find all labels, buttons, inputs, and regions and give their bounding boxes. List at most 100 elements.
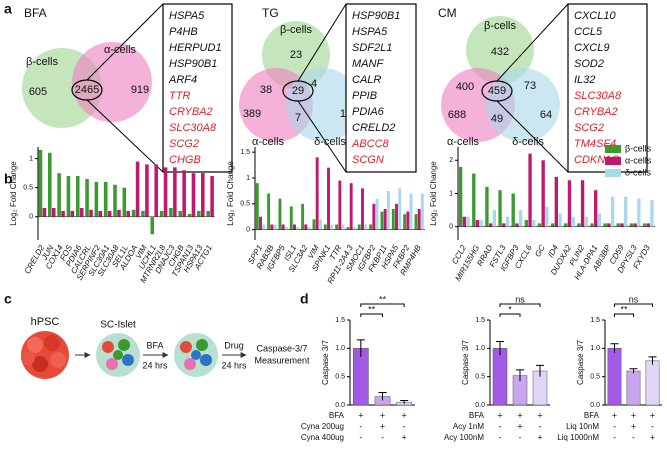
bar bbox=[273, 224, 277, 230]
condition-label: Acy 1nM bbox=[453, 422, 484, 431]
gene-highlight: SCG2 bbox=[169, 138, 199, 150]
condition-label: Liq 10nM bbox=[566, 422, 599, 431]
bar bbox=[210, 176, 214, 217]
gene-highlight: SLC30A8 bbox=[574, 90, 622, 102]
y-tick-label: 1.0 bbox=[475, 345, 485, 352]
y-tick-label: 0.5 bbox=[475, 374, 485, 381]
legend-swatch bbox=[605, 157, 621, 165]
bar bbox=[159, 210, 164, 217]
bar bbox=[307, 227, 311, 230]
gene: HSP90B1 bbox=[169, 58, 217, 70]
bar bbox=[70, 210, 75, 217]
bar bbox=[38, 149, 43, 217]
condition-label: BFA bbox=[469, 411, 485, 420]
bar bbox=[637, 198, 641, 227]
bar bbox=[335, 224, 339, 230]
bar bbox=[629, 223, 634, 227]
gene: CCL5 bbox=[574, 26, 603, 38]
bar bbox=[620, 223, 624, 227]
schematic-label: SC-Islet bbox=[100, 320, 136, 331]
bar bbox=[567, 180, 572, 227]
bar bbox=[511, 193, 515, 227]
bar bbox=[51, 208, 56, 217]
bar bbox=[485, 186, 489, 227]
y-tick-label: 0 bbox=[246, 227, 250, 234]
venn-count: 688 bbox=[448, 109, 466, 121]
condition-sign: - bbox=[381, 432, 384, 442]
bar bbox=[98, 210, 103, 217]
schematic-label: Caspase-3/7 bbox=[256, 343, 307, 353]
condition-label: Acy 100nM bbox=[444, 433, 484, 442]
bar bbox=[278, 198, 282, 230]
venn-count: 605 bbox=[29, 86, 47, 98]
bar bbox=[498, 190, 502, 227]
y-tick-label: 1.5 bbox=[590, 317, 600, 324]
bar bbox=[94, 181, 99, 217]
bar bbox=[558, 213, 562, 227]
venn-title: TG bbox=[262, 6, 279, 20]
islet-cluster bbox=[96, 333, 140, 377]
venn-count: 459 bbox=[488, 85, 506, 97]
y-axis-label: Log₂ Fold Change bbox=[429, 161, 438, 226]
bar bbox=[79, 208, 84, 217]
x-tick-label: GC bbox=[533, 243, 547, 258]
bar bbox=[479, 220, 483, 227]
condition-sign: - bbox=[403, 421, 406, 431]
panel-label: b bbox=[4, 171, 13, 187]
venn-set-label: δ-cells bbox=[314, 136, 346, 148]
callout-line bbox=[496, 3, 569, 82]
venn-count: 7 bbox=[295, 112, 301, 124]
bar bbox=[262, 224, 266, 230]
legend-label: β-cells bbox=[625, 143, 652, 153]
gene-box bbox=[567, 3, 648, 173]
bar bbox=[541, 160, 545, 227]
treated-cluster bbox=[174, 333, 218, 377]
gene: IL32 bbox=[574, 74, 595, 86]
bar bbox=[61, 210, 65, 217]
bar bbox=[141, 210, 145, 217]
venn-count: 73 bbox=[524, 80, 536, 92]
gene-highlight: TTR bbox=[169, 90, 190, 102]
bar bbox=[398, 188, 402, 230]
bar bbox=[304, 224, 308, 230]
y-tick-label: 0.0 bbox=[590, 402, 600, 409]
bar bbox=[315, 157, 319, 230]
bar bbox=[126, 210, 131, 217]
bar bbox=[375, 198, 379, 230]
bar bbox=[646, 223, 650, 227]
bar bbox=[293, 224, 296, 230]
bar bbox=[528, 153, 532, 227]
bar bbox=[403, 214, 407, 230]
venn-set-label: α-cells bbox=[104, 44, 137, 56]
callout-line bbox=[86, 99, 164, 173]
bar bbox=[372, 203, 376, 230]
condition-label: BFA bbox=[329, 411, 345, 420]
legend-label: α-cells bbox=[625, 155, 652, 165]
condition-label: Cyna 200ug bbox=[301, 422, 344, 431]
gene-highlight: SCGN bbox=[352, 154, 384, 166]
bar bbox=[584, 216, 588, 227]
bar bbox=[182, 170, 186, 217]
condition-sign: + bbox=[380, 421, 385, 431]
bar bbox=[624, 196, 628, 227]
venn-title: CM bbox=[438, 6, 457, 20]
schematic-label: 24 hrs bbox=[221, 360, 247, 370]
bar bbox=[145, 164, 149, 217]
bar bbox=[472, 173, 476, 227]
bar bbox=[154, 164, 159, 217]
gene-highlight: CRYBA2 bbox=[574, 106, 618, 118]
significance-bracket bbox=[614, 313, 634, 317]
bar bbox=[281, 224, 285, 230]
condition-sign: + bbox=[358, 410, 363, 420]
gene-highlight: CHGB bbox=[169, 154, 201, 166]
gene-highlight: SLC30A8 bbox=[169, 122, 217, 134]
bar bbox=[117, 209, 121, 217]
bar bbox=[301, 203, 305, 230]
bar bbox=[395, 203, 398, 230]
bar bbox=[289, 206, 293, 230]
bar bbox=[554, 176, 558, 227]
gene: HERPUD1 bbox=[169, 42, 222, 54]
bar bbox=[361, 188, 364, 230]
bar bbox=[518, 210, 523, 227]
